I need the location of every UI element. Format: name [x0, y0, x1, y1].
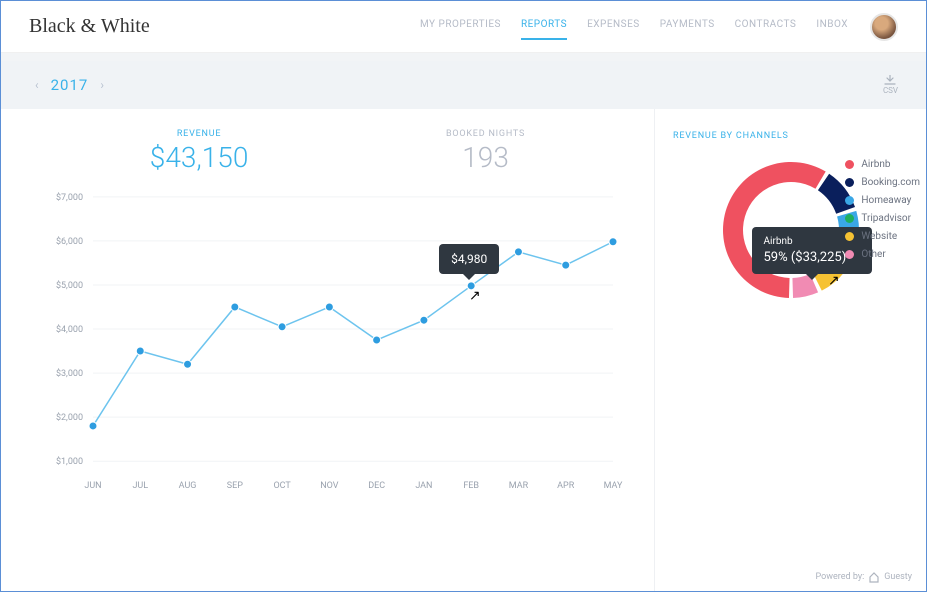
- powered-by-footer: Powered by: Guesty: [816, 571, 913, 583]
- year-selector-bar: ‹ 2017 › CSV: [1, 61, 926, 109]
- svg-text:MAR: MAR: [509, 481, 529, 491]
- svg-text:$2,000: $2,000: [56, 412, 83, 423]
- nav-item-contracts[interactable]: CONTRACTS: [735, 19, 797, 34]
- legend-label: Website: [861, 231, 897, 242]
- app-header: Black & White MY PROPERTIES REPORTS EXPENS…: [1, 1, 926, 53]
- chart-tooltip: $4,980: [439, 244, 499, 274]
- svg-text:NOV: NOV: [320, 481, 339, 491]
- svg-text:SEP: SEP: [227, 481, 243, 491]
- legend-swatch: [845, 196, 854, 205]
- kpi-revenue-label: REVENUE: [150, 129, 249, 139]
- legend-label: Homeaway: [861, 195, 911, 206]
- divider: [1, 53, 926, 61]
- svg-text:$3,000: $3,000: [56, 368, 83, 379]
- legend-item-tripadvisor[interactable]: Tripadvisor: [845, 213, 920, 224]
- footer-brand: Guesty: [884, 572, 912, 582]
- top-nav: MY PROPERTIES REPORTS EXPENSES PAYMENTS CONT…: [420, 19, 848, 34]
- svg-text:MAY: MAY: [604, 481, 623, 491]
- legend-label: Airbnb: [861, 159, 890, 170]
- right-pane: REVENUE BY CHANNELS Airbnb 59% ($33,225)…: [654, 109, 926, 591]
- nav-item-reports[interactable]: REPORTS: [521, 19, 567, 34]
- legend-swatch: [845, 232, 854, 241]
- year-prev-button[interactable]: ‹: [29, 78, 45, 92]
- legend-label: Tripadvisor: [861, 213, 911, 224]
- svg-text:JUN: JUN: [84, 481, 101, 491]
- legend-swatch: [845, 160, 854, 169]
- download-icon: [884, 75, 896, 85]
- svg-text:$6,000: $6,000: [56, 236, 83, 247]
- report-panel: REVENUE $43,150 BOOKED NIGHTS 193 $1,000…: [1, 109, 926, 591]
- guesty-icon: [868, 571, 880, 583]
- legend-label: Booking.com: [861, 177, 920, 188]
- revenue-line-chart[interactable]: $1,000 $2,000 $3,000 $4,000 $5,000 $6,000 $7,0…: [51, 182, 621, 502]
- legend-item-airbnb[interactable]: Airbnb: [845, 159, 920, 170]
- svg-text:JAN: JAN: [415, 481, 432, 491]
- kpi-revenue-value: $43,150: [150, 141, 249, 174]
- legend-label: Other: [861, 249, 885, 260]
- left-pane: REVENUE $43,150 BOOKED NIGHTS 193 $1,000…: [1, 109, 654, 591]
- svg-text:APR: APR: [557, 481, 575, 491]
- avatar[interactable]: [870, 13, 898, 41]
- export-csv-label: CSV: [883, 86, 898, 95]
- legend-swatch: [845, 178, 854, 187]
- nav-item-inbox[interactable]: INBOX: [816, 19, 848, 34]
- year-next-button[interactable]: ›: [94, 78, 110, 92]
- svg-text:$1,000: $1,000: [56, 456, 83, 467]
- kpi-row: REVENUE $43,150 BOOKED NIGHTS 193: [51, 129, 654, 174]
- donut-chart[interactable]: Airbnb 59% ($33,225) ↖: [716, 155, 866, 305]
- legend-swatch: [845, 214, 854, 223]
- nav-item-payments[interactable]: PAYMENTS: [660, 19, 715, 34]
- svg-text:AUG: AUG: [179, 481, 197, 491]
- legend-item-homeaway[interactable]: Homeaway: [845, 195, 920, 206]
- kpi-revenue[interactable]: REVENUE $43,150: [150, 129, 249, 174]
- year-label[interactable]: 2017: [45, 76, 95, 94]
- footer-text: Powered by:: [816, 572, 865, 582]
- legend-item-website[interactable]: Website: [845, 231, 920, 242]
- svg-text:OCT: OCT: [273, 481, 291, 491]
- legend-swatch: [845, 250, 854, 259]
- nav-item-expenses[interactable]: EXPENSES: [587, 19, 640, 34]
- svg-text:FEB: FEB: [463, 481, 479, 491]
- kpi-booked[interactable]: BOOKED NIGHTS 193: [446, 129, 525, 174]
- svg-text:DEC: DEC: [368, 481, 385, 491]
- svg-text:$7,000: $7,000: [56, 192, 83, 203]
- svg-text:JUL: JUL: [132, 481, 148, 491]
- brand-logo: Black & White: [29, 15, 150, 38]
- donut-title: REVENUE BY CHANNELS: [673, 131, 908, 141]
- legend-item-booking-com[interactable]: Booking.com: [845, 177, 920, 188]
- nav-item-my-properties[interactable]: MY PROPERTIES: [420, 19, 501, 34]
- kpi-booked-value: 193: [446, 141, 525, 174]
- legend-item-other[interactable]: Other: [845, 249, 920, 260]
- svg-text:$4,000: $4,000: [56, 324, 83, 335]
- donut-legend: Airbnb Booking.com Homeaway Tripadvisor Webs…: [845, 159, 920, 267]
- export-csv-button[interactable]: CSV: [883, 75, 898, 95]
- kpi-booked-label: BOOKED NIGHTS: [446, 129, 525, 139]
- svg-text:$5,000: $5,000: [56, 280, 83, 291]
